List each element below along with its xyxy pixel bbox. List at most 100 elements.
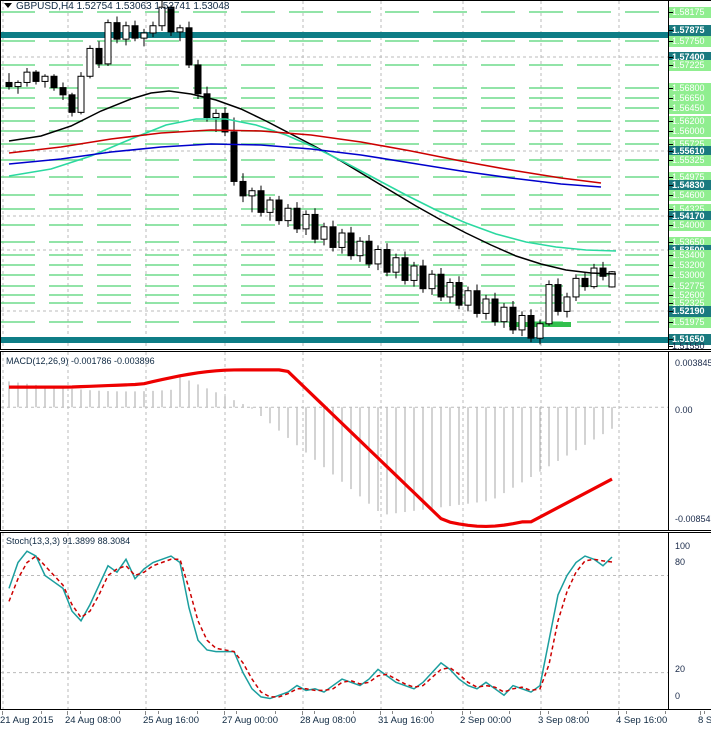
time-minor-tick — [236, 711, 237, 714]
price-label-1.56800: 1.56800 — [669, 83, 711, 94]
price-tick — [669, 209, 673, 210]
macd-panel[interactable]: 0.003845 0.00 -0.008547 MACD(12,26,9) -0.0… — [0, 351, 711, 531]
price-tick — [669, 339, 673, 340]
stochastic-scale-label: 20 — [675, 664, 686, 674]
price-tick — [669, 30, 673, 31]
stochastic-scale-label: 0 — [675, 691, 681, 701]
time-axis-label: 27 Aug 00:00 — [222, 715, 278, 726]
price-label-1.53400: 1.53400 — [669, 250, 711, 261]
time-minor-tick — [626, 711, 627, 714]
time-minor-tick — [119, 711, 120, 714]
price-scale[interactable]: 1.58175 1.57875 1.57750 1.57400 1.57225 1.568… — [668, 1, 711, 351]
stochastic-panel[interactable]: 100 80 20 0 Stoch(13,3,3) 91.3899 88.3084 — [0, 532, 711, 710]
stochastic-scale-label: 100 — [675, 541, 691, 551]
time-axis: 21 Aug 2015 24 Aug 08:00 25 Aug 16:00 27 Au… — [0, 711, 711, 733]
time-minor-tick — [548, 711, 549, 714]
stochastic-label: Stoch(13,3,3) 91.3899 88.3084 — [6, 536, 131, 546]
time-minor-tick — [470, 711, 471, 714]
support-band-1.51650 — [1, 337, 668, 343]
price-label-1.57400: 1.57400 — [669, 52, 711, 63]
price-tick — [669, 286, 673, 287]
stochastic-svg — [1, 533, 668, 709]
time-minor-tick — [392, 711, 393, 714]
price-chart-panel[interactable]: 1.58175 1.57875 1.57750 1.57400 1.57225 1.568… — [0, 0, 711, 351]
time-tick — [302, 711, 303, 715]
price-label-1.55325: 1.55325 — [669, 155, 711, 166]
chart-symbol-header[interactable]: GBPUSD,H4 1.52754 1.53063 1.52741 1.5304… — [0, 0, 230, 14]
price-label-1.54000: 1.54000 — [669, 220, 711, 231]
price-label-1.54830: 1.54830 — [669, 180, 711, 191]
price-plot-area[interactable] — [1, 1, 668, 349]
time-minor-tick — [431, 711, 432, 714]
price-label-1.52600: 1.52600 — [669, 290, 711, 301]
price-label-1.55610: 1.55610 — [669, 146, 711, 157]
time-minor-tick — [353, 711, 354, 714]
price-tick — [669, 185, 673, 186]
price-tick — [669, 12, 673, 13]
price-label-1.53650: 1.53650 — [669, 237, 711, 248]
macd-scale-label: 0.00 — [675, 405, 693, 415]
price-chart-svg — [1, 1, 668, 349]
price-label-1.56650: 1.56650 — [669, 93, 711, 104]
price-label-1.54170: 1.54170 — [669, 211, 711, 222]
resistance-band-1.57875 — [1, 32, 668, 38]
price-tick — [669, 346, 673, 347]
price-tick — [669, 108, 673, 109]
price-label-1.51650: 1.51650 — [669, 334, 711, 345]
time-minor-tick — [665, 711, 666, 714]
time-axis-label: 8 Sep 00:00 — [698, 715, 711, 726]
price-label-1.57225: 1.57225 — [669, 60, 711, 71]
time-minor-tick — [509, 711, 510, 714]
time-axis-label: 25 Aug 16:00 — [143, 715, 199, 726]
price-tick — [669, 98, 673, 99]
macd-label: MACD(12,26,9) -0.001786 -0.003896 — [6, 356, 155, 366]
price-label-1.51550: 1.51550 — [672, 341, 705, 351]
time-minor-tick — [314, 711, 315, 714]
macd-scale: 0.003845 0.00 -0.008547 — [668, 352, 711, 530]
macd-plot-area[interactable] — [1, 352, 668, 530]
time-minor-tick — [704, 711, 705, 714]
price-tick — [669, 265, 673, 266]
stochastic-plot-area[interactable] — [1, 533, 668, 709]
stochastic-scale: 100 80 20 0 — [668, 533, 711, 709]
triangle-down-icon[interactable] — [4, 2, 12, 8]
price-tick — [669, 311, 673, 312]
price-label-1.53000: 1.53000 — [669, 270, 711, 281]
price-tick — [669, 160, 673, 161]
price-label-1.57875: 1.57875 — [669, 25, 711, 36]
time-axis-label: 2 Sep 00:00 — [460, 715, 512, 726]
price-label-1.58175: 1.58175 — [669, 7, 711, 18]
price-tick — [669, 57, 673, 58]
macd-scale-label: 0.003845 — [675, 358, 711, 368]
price-tick — [669, 144, 673, 145]
price-tick — [669, 275, 673, 276]
price-tick — [669, 177, 673, 178]
price-tick — [669, 255, 673, 256]
time-tick — [618, 711, 619, 715]
price-tick — [669, 195, 673, 196]
time-axis-label: 3 Sep 08:00 — [538, 715, 590, 726]
price-label-1.56200: 1.56200 — [669, 116, 711, 127]
time-axis-label: 28 Aug 08:00 — [300, 715, 356, 726]
stochastic-scale-label: 80 — [675, 557, 686, 567]
price-label-1.52325: 1.52325 — [669, 298, 711, 309]
price-tick — [669, 295, 673, 296]
price-label-1.54975: 1.54975 — [669, 172, 711, 183]
time-tick — [145, 711, 146, 715]
price-label-1.55725: 1.55725 — [669, 139, 711, 150]
price-label-1.56450: 1.56450 — [669, 103, 711, 114]
price-tick — [669, 131, 673, 132]
price-label-1.52775: 1.52775 — [669, 281, 711, 292]
price-label-1.57750: 1.57750 — [669, 36, 711, 47]
time-tick — [380, 711, 381, 715]
time-minor-tick — [587, 711, 588, 714]
time-minor-tick — [41, 711, 42, 714]
price-tick — [669, 303, 673, 304]
macd-scale-label: -0.008547 — [675, 514, 711, 524]
price-tick — [669, 65, 673, 66]
price-label-1.54600: 1.54600 — [669, 190, 711, 201]
price-label-1.54325: 1.54325 — [669, 204, 711, 215]
time-axis-label: 31 Aug 16:00 — [378, 715, 434, 726]
time-minor-tick — [275, 711, 276, 714]
price-tick — [669, 322, 673, 323]
